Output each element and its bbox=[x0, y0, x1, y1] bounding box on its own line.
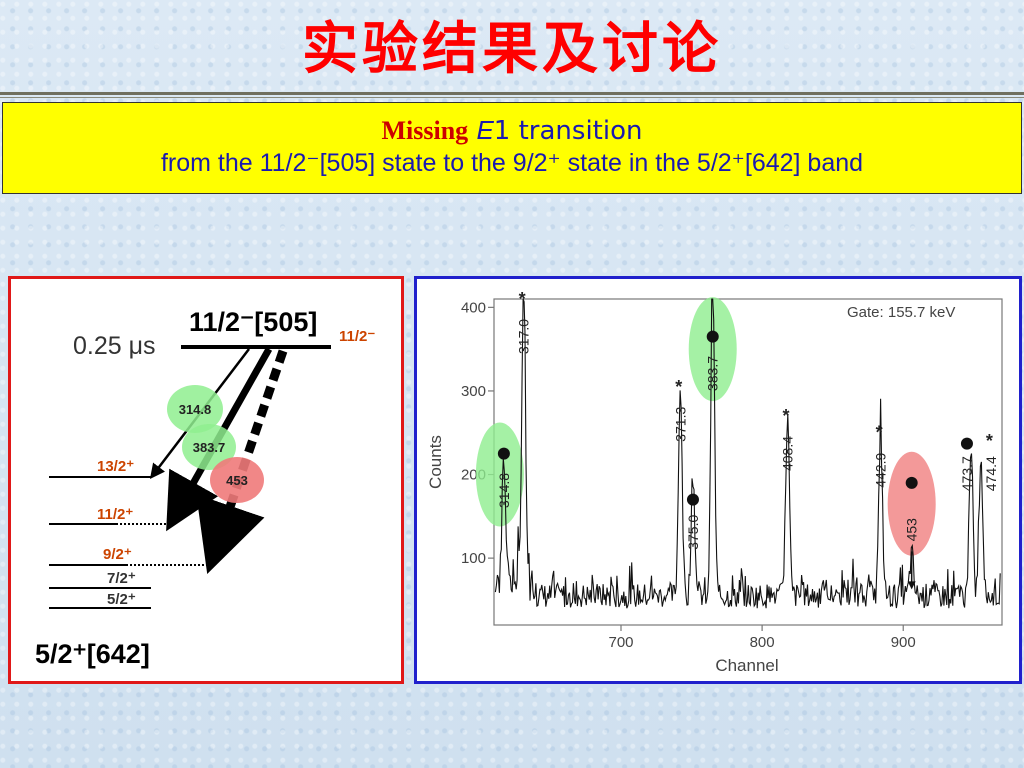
peak-label: 383.7 bbox=[705, 356, 721, 391]
slide-title: 实验结果及讨论 bbox=[302, 17, 722, 82]
peak-label: 474.4 bbox=[983, 456, 999, 491]
banner-line-1: Missing E1 transition bbox=[3, 115, 1021, 146]
peak-highlight-453 bbox=[887, 451, 936, 556]
peak-label: 408.4 bbox=[780, 436, 796, 471]
peak-marker-dot bbox=[706, 330, 719, 343]
peak-marker-star: * bbox=[783, 406, 790, 426]
banner-line-2: from the 11/2⁻[505] state to the 9/2⁺ st… bbox=[160, 149, 864, 177]
peak-highlight-383-7 bbox=[688, 297, 737, 402]
transition-label-383-7: 383.7 bbox=[193, 440, 226, 455]
level-label-5-2: 5/2⁺ bbox=[107, 591, 136, 608]
banner-e-letter: E bbox=[476, 115, 494, 145]
level-label-9-2: 9/2⁺ bbox=[103, 546, 132, 563]
gate-label: Gate: 155.7 keV bbox=[847, 304, 955, 321]
transition-label-314-8: 314.8 bbox=[179, 402, 212, 417]
spectrum-chart: Gate: 155.7 keV Channel Counts 700 800 900… bbox=[426, 289, 1003, 675]
y-tick-label: 100 bbox=[461, 550, 486, 567]
peak-label: 317.0 bbox=[516, 319, 532, 354]
transition-label-453: 453 bbox=[226, 473, 248, 488]
highlight-banner: Missing E1 transition from the 11/2⁻[505… bbox=[2, 102, 1022, 194]
peak-label: 473.7 bbox=[959, 456, 975, 491]
peak-highlight-314-8 bbox=[475, 422, 524, 527]
peak-marker-star: * bbox=[519, 289, 526, 309]
peak-label: 453 bbox=[904, 518, 920, 542]
peak-marker-dot bbox=[686, 493, 699, 506]
peak-marker-dot bbox=[497, 447, 510, 460]
spectrum-trace bbox=[494, 298, 1001, 609]
level-label-13-2: 13/2⁺ bbox=[97, 458, 134, 475]
peak-marker-star: * bbox=[876, 423, 883, 443]
peak-marker-star: * bbox=[986, 431, 993, 451]
y-axis-title: Counts bbox=[426, 435, 445, 489]
band-label: 5/2⁺[642] bbox=[35, 639, 150, 669]
level-scheme-diagram: 11/2⁻[505] 0.25 μs 11/2⁻ 13/2⁺ 11/2⁺ 9/2… bbox=[35, 307, 375, 669]
peak-label: 375.0 bbox=[685, 515, 701, 550]
level-label-7-2: 7/2⁺ bbox=[107, 570, 136, 587]
peak-marker-dot bbox=[960, 437, 973, 450]
banner-e-rest: 1 transition bbox=[493, 116, 643, 146]
highlight-383-7 bbox=[182, 424, 236, 470]
lifetime-label: 0.25 μs bbox=[73, 332, 156, 360]
peak-label: 371.3 bbox=[672, 407, 688, 442]
top-spin-label: 11/2⁻ bbox=[339, 328, 375, 345]
level-scheme-panel: 11/2⁻[505] 0.25 μs 11/2⁻ 13/2⁺ 11/2⁺ 9/2… bbox=[8, 276, 404, 684]
spectrum-panel: Gate: 155.7 keV Channel Counts 700 800 900… bbox=[414, 276, 1022, 684]
x-tick-label: 900 bbox=[891, 634, 916, 651]
banner-missing: Missing bbox=[381, 116, 469, 145]
x-tick-label: 700 bbox=[608, 634, 633, 651]
top-state-label: 11/2⁻[505] bbox=[189, 307, 317, 337]
peak-label: 314.8 bbox=[496, 473, 512, 508]
y-tick-label: 400 bbox=[461, 299, 486, 316]
peak-453-arrowhead bbox=[907, 581, 916, 590]
level-label-11-2: 11/2⁺ bbox=[97, 506, 133, 523]
transition-453-arrow bbox=[196, 349, 288, 575]
y-tick-label: 300 bbox=[461, 383, 486, 400]
peak-marker-dot bbox=[905, 476, 918, 489]
peak-label: 442.9 bbox=[873, 452, 889, 487]
title-divider bbox=[0, 92, 1024, 95]
highlight-314-8 bbox=[167, 385, 223, 433]
x-axis-title: Channel bbox=[715, 656, 778, 675]
highlight-453 bbox=[210, 457, 264, 503]
peak-marker-star: * bbox=[675, 377, 682, 397]
x-tick-label: 800 bbox=[750, 634, 775, 651]
title-divider-thin bbox=[0, 97, 1024, 98]
